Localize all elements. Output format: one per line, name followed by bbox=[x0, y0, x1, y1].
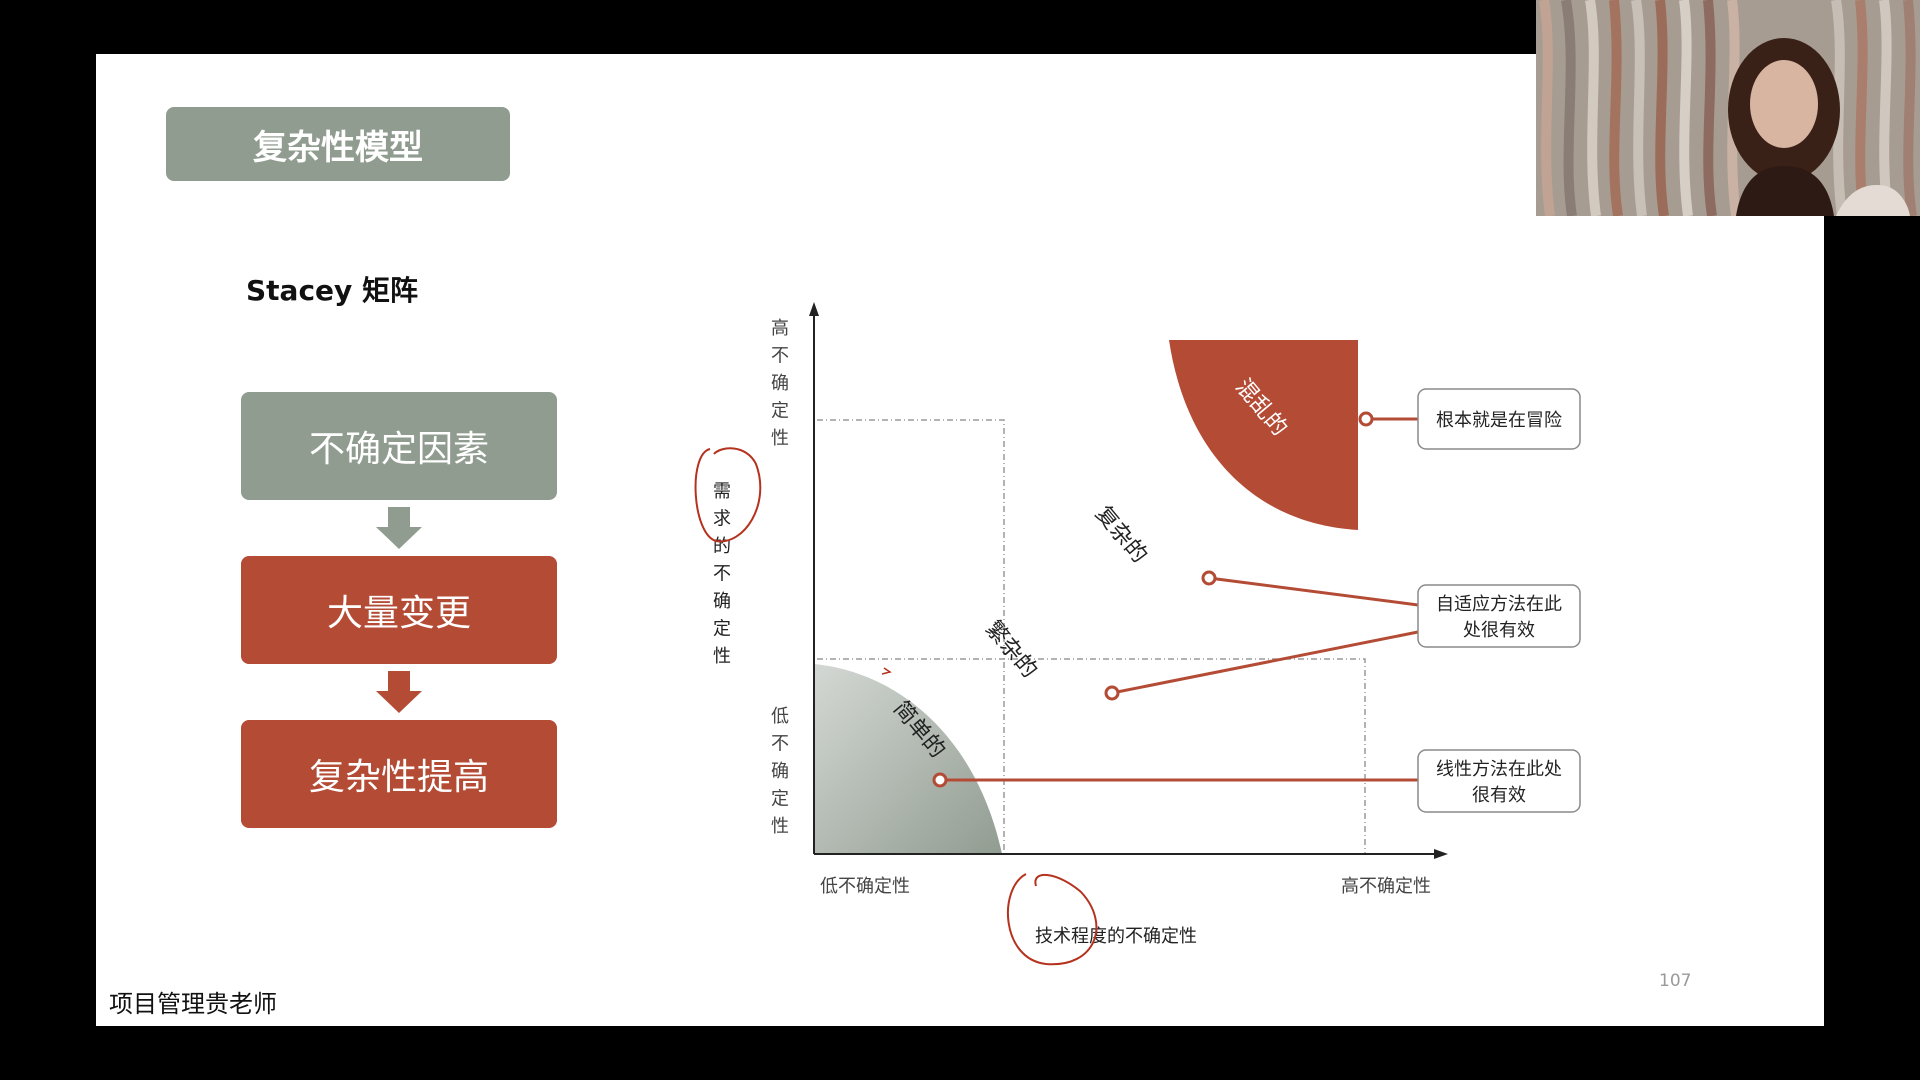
complex-label: 复杂的 bbox=[1090, 502, 1152, 569]
y-axis-arrow-icon bbox=[809, 302, 819, 316]
y-axis-high-label: 高不确定性 bbox=[771, 318, 789, 449]
callout-chaotic-text: 根本就是在冒险 bbox=[1436, 410, 1562, 431]
complicated-boundary bbox=[817, 419, 1005, 852]
complex-boundary bbox=[817, 658, 1366, 854]
callout-linear bbox=[1417, 749, 1581, 813]
page-number: 107 bbox=[1659, 971, 1692, 991]
connector-marker bbox=[1358, 411, 1374, 427]
x-axis-arrow-icon bbox=[1434, 849, 1448, 859]
slide-title: 复杂性模型 bbox=[166, 107, 510, 181]
connector-line bbox=[1208, 576, 1419, 607]
flow-box-complexity: 复杂性提高 bbox=[241, 720, 557, 828]
arrow-down-icon bbox=[376, 671, 422, 713]
complicated-label: 繁杂的 bbox=[980, 617, 1042, 684]
callout-adaptive-text-1: 自适应方法在此 bbox=[1436, 594, 1562, 615]
handwritten-mark-annotation bbox=[881, 667, 892, 675]
simple-region bbox=[814, 664, 1002, 854]
presentation-slide: 复杂性模型 Stacey 矩阵 不确定因素 大量变更 复杂性提高 高不确定性 低… bbox=[96, 54, 1824, 1026]
connector-marker bbox=[1201, 570, 1217, 586]
slide-subtitle: Stacey 矩阵 bbox=[246, 274, 419, 307]
chaotic-region bbox=[1169, 340, 1358, 530]
connector-marker bbox=[932, 772, 948, 788]
arrow-down-icon bbox=[376, 507, 422, 549]
y-axis-low-label: 低不确定性 bbox=[771, 706, 789, 837]
y-axis-title: 需求的不确定性 bbox=[713, 481, 731, 667]
x-axis-title: 技术程度的不确定性 bbox=[1035, 926, 1197, 947]
callout-adaptive-text-2: 处很有效 bbox=[1463, 620, 1535, 641]
flow-box-uncertainty: 不确定因素 bbox=[241, 392, 557, 500]
connector-marker bbox=[1104, 685, 1120, 701]
footer-author: 项目管理贵老师 bbox=[109, 990, 277, 1018]
stacey-matrix: 高不确定性 低不确定性 需求的不确定性 低不确定性 高不确定性 技术程度的不确定… bbox=[694, 302, 1581, 966]
handwritten-circle-annotation bbox=[1007, 873, 1098, 966]
callout-linear-text-1: 线性方法在此处 bbox=[1436, 759, 1562, 780]
connector-line bbox=[1111, 630, 1419, 695]
flow-box-changes: 大量变更 bbox=[241, 556, 557, 664]
presenter-webcam-video bbox=[1536, 0, 1920, 216]
callout-linear-text-2: 很有效 bbox=[1472, 785, 1526, 806]
callout-adaptive bbox=[1417, 584, 1581, 648]
handwritten-circle-annotation bbox=[694, 447, 762, 543]
x-axis-low-label: 低不确定性 bbox=[820, 876, 910, 897]
x-axis-high-label: 高不确定性 bbox=[1341, 876, 1431, 897]
callout-chaotic bbox=[1417, 388, 1581, 450]
